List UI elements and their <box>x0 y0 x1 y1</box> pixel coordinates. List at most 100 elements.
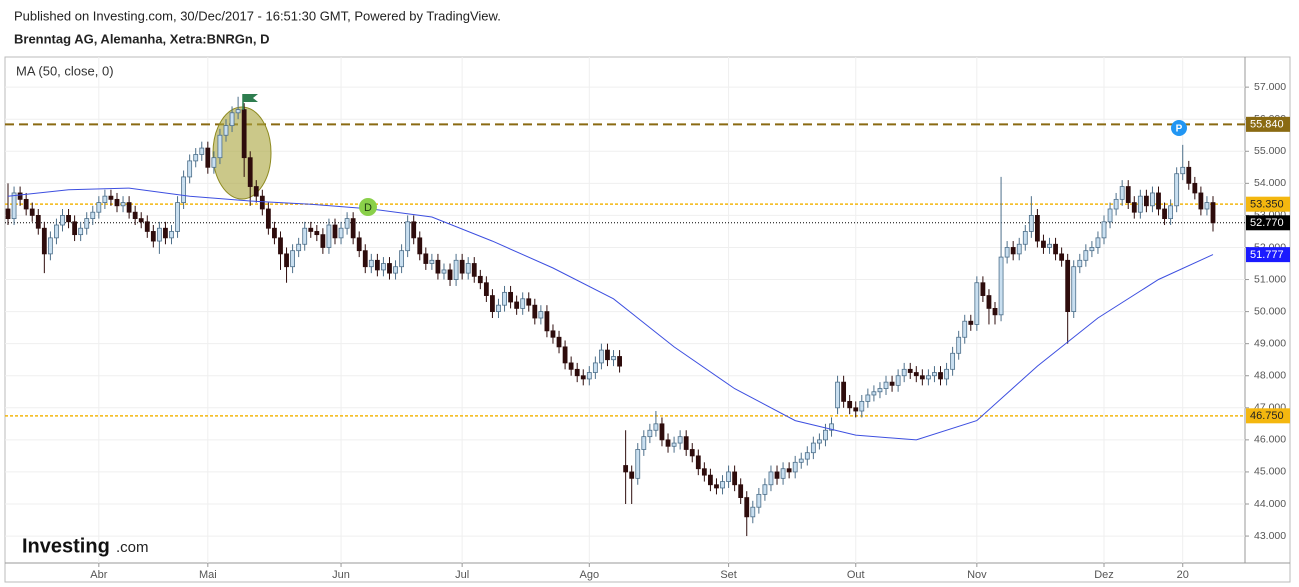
candle-body <box>1059 253 1065 261</box>
candle-body <box>114 198 120 207</box>
candle-body <box>774 471 780 479</box>
candle-body <box>296 243 302 252</box>
candle-body <box>187 160 193 178</box>
candle-body <box>926 375 931 380</box>
candle-body <box>605 349 610 361</box>
x-tick-label: Mai <box>199 569 217 581</box>
candle-body <box>1053 243 1058 255</box>
candle-body <box>1131 202 1137 213</box>
candle-body <box>695 455 701 470</box>
candle-body <box>435 259 441 274</box>
candle-body <box>907 368 913 373</box>
candle-body <box>617 356 622 367</box>
candle-body <box>592 362 598 373</box>
candle-body <box>399 250 404 268</box>
candle-body <box>732 471 738 486</box>
frame <box>4 56 1291 583</box>
candle-body <box>411 221 417 239</box>
candle-body <box>829 423 834 431</box>
candle-body <box>417 237 423 255</box>
candle-body <box>374 259 380 271</box>
candle-body <box>786 468 792 473</box>
x-tick-label: Jul <box>455 569 469 581</box>
candle-body <box>1083 250 1089 261</box>
candles <box>5 96 1216 537</box>
candle-body <box>1089 247 1095 252</box>
candle-body <box>962 320 968 338</box>
logo-brand: Investing <box>22 535 110 557</box>
candle-body <box>823 429 828 441</box>
logo-suffix: .com <box>116 539 149 556</box>
candle-body <box>599 349 604 364</box>
candle-body <box>1071 266 1077 313</box>
candle-body <box>944 368 949 380</box>
candle-body <box>253 186 259 197</box>
candle-body <box>738 484 744 498</box>
candle-body <box>217 134 223 159</box>
candle-body <box>1010 247 1016 255</box>
indicator-label: MA (50, close, 0) <box>16 63 114 78</box>
y-tick-label: 44.000 <box>1254 498 1286 510</box>
x-tick-label: Dez <box>1094 569 1114 581</box>
candle-body <box>1047 243 1052 248</box>
candle-body <box>671 442 677 447</box>
price-labels: 55.840 53.350 46.750 52.770 51.777 <box>1246 116 1290 424</box>
flag-cloth <box>243 94 258 102</box>
candle-body <box>683 436 689 450</box>
candle-body <box>586 372 592 380</box>
price-label: 52.770 <box>1250 217 1284 229</box>
candle-body <box>423 253 429 264</box>
candle-body <box>11 192 17 220</box>
candle-body <box>272 227 277 239</box>
candle-body <box>653 423 659 431</box>
candle-body <box>1150 192 1155 207</box>
candle-body <box>199 147 205 155</box>
candle-body <box>768 471 774 486</box>
candle-body <box>60 215 65 226</box>
candle-body <box>623 465 629 473</box>
x-tick-label: Set <box>720 569 737 581</box>
x-tick-label: Nov <box>967 569 987 581</box>
candle-body <box>314 231 320 236</box>
candle-body <box>562 346 568 364</box>
candle-body <box>483 282 489 296</box>
candle-body <box>150 231 156 242</box>
candle-body <box>247 157 253 187</box>
candle-body <box>229 112 235 127</box>
candle-body <box>265 208 271 229</box>
candle-body <box>1125 186 1131 203</box>
candle-body <box>798 458 804 463</box>
candle-body <box>883 381 889 389</box>
candle-body <box>901 368 907 377</box>
candle-body <box>490 295 495 313</box>
candle-body <box>447 269 453 280</box>
candle-body <box>332 224 338 239</box>
candle-body <box>635 449 641 479</box>
candle-body <box>126 202 132 213</box>
candle-body <box>986 295 992 309</box>
price-label: 51.777 <box>1250 249 1284 261</box>
candle-body <box>932 372 937 377</box>
candle-body <box>35 215 41 229</box>
y-tick-label: 51.000 <box>1254 273 1286 285</box>
candle-body <box>689 449 695 457</box>
y-tick-label: 46.000 <box>1254 434 1286 446</box>
candle-body <box>1162 208 1167 220</box>
candle-body <box>1022 231 1028 245</box>
candle-body <box>919 375 925 380</box>
candle-body <box>362 250 368 268</box>
candle-body <box>241 109 247 159</box>
candle-body <box>998 256 1004 316</box>
chart-title: Brenntag AG, Alemanha, Xetra:BNRGn, D <box>14 31 269 46</box>
price-label: 46.750 <box>1250 410 1284 422</box>
candle-body <box>84 218 90 229</box>
candle-body <box>381 263 386 271</box>
candle-body <box>405 221 411 252</box>
candle-body <box>1107 208 1113 223</box>
candle-body <box>714 484 719 489</box>
candle-body <box>368 259 374 268</box>
candle-body <box>877 388 883 393</box>
candle-body <box>5 208 11 220</box>
candle-body <box>211 157 217 168</box>
candle-body <box>889 381 895 386</box>
